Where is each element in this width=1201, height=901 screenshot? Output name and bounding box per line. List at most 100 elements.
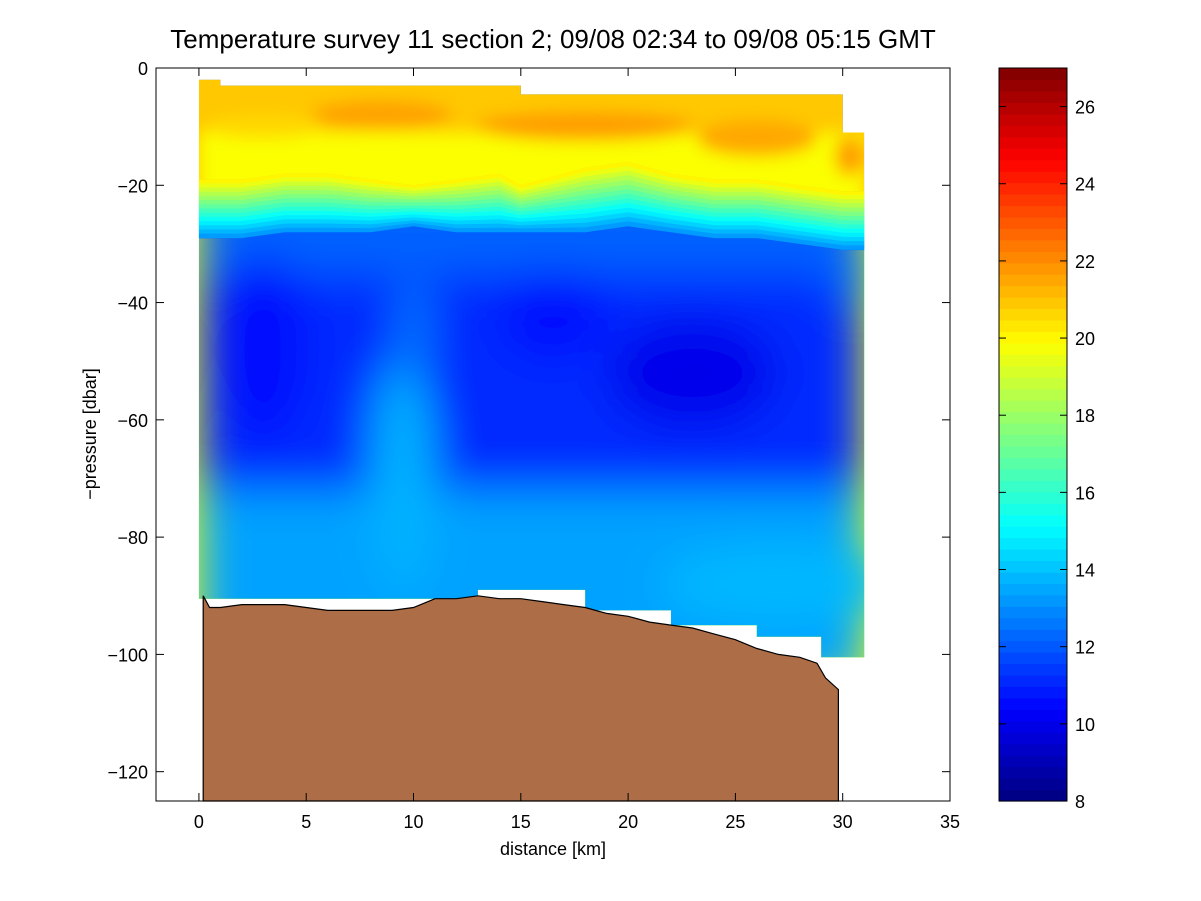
colorbar-step (999, 480, 1067, 493)
plot-frame (155, 67, 951, 802)
colorbar-step (999, 148, 1067, 161)
colorbar-step (999, 125, 1067, 138)
colorbar-step (999, 778, 1067, 791)
chart-title: Temperature survey 11 section 2; 09/08 0… (170, 24, 936, 54)
colorbar-step (999, 239, 1067, 252)
colorbar-step (999, 468, 1067, 481)
bathymetry-seafloor (202, 595, 839, 802)
colorbar-step (999, 297, 1067, 310)
colorbar-step (999, 686, 1067, 699)
x-axis-label: distance [km] (500, 839, 606, 859)
colorbar-step (999, 675, 1067, 688)
colorbar-step (999, 457, 1067, 470)
colorbar-tick-label: 14 (1075, 561, 1095, 581)
colorbar-step (999, 514, 1067, 527)
colorbar-step (999, 113, 1067, 126)
colorbar-step (999, 79, 1067, 92)
colorbar-step (999, 720, 1067, 733)
x-tick-label: 5 (301, 812, 311, 832)
colorbar: 8 10 12 14 16 18 20 22 24 26 (998, 67, 1095, 812)
y-tick-label: −60 (117, 411, 148, 431)
colorbar-tick-label: 8 (1075, 792, 1085, 812)
colorbar-step (999, 652, 1067, 665)
colorbar-tick-label: 24 (1075, 175, 1095, 195)
colorbar-step (999, 102, 1067, 115)
colorbar-step (999, 205, 1067, 218)
colorbar-step (999, 365, 1067, 378)
y-axis-label: −pressure [dbar] (80, 368, 100, 500)
colorbar-step (999, 193, 1067, 207)
colorbar-step (999, 274, 1067, 287)
colorbar-step (999, 434, 1067, 447)
x-tick-label: 10 (403, 812, 423, 832)
x-tick-label: 25 (725, 812, 745, 832)
colorbar-step (999, 503, 1067, 516)
colorbar-step (999, 697, 1067, 710)
x-tick-label: 15 (511, 812, 531, 832)
colorbar-step (999, 411, 1067, 424)
colorbar-step (999, 789, 1067, 802)
colorbar-step (999, 709, 1067, 722)
x-tick-label: 30 (833, 812, 853, 832)
colorbar-step (999, 182, 1067, 195)
y-tick-label: −100 (107, 645, 148, 665)
colorbar-tick-label: 20 (1075, 329, 1095, 349)
colorbar-step (999, 537, 1067, 550)
y-tick-label: −20 (117, 176, 148, 196)
colorbar-tick-label: 16 (1075, 483, 1095, 503)
colorbar-tick-label: 22 (1075, 252, 1095, 272)
colorbar-step (999, 732, 1067, 745)
colorbar-frame (998, 67, 1068, 802)
colorbar-step (999, 228, 1067, 241)
colorbar-step (999, 285, 1067, 298)
colorbar-step (999, 90, 1067, 103)
colorbar-step (999, 400, 1067, 413)
colorbar-step (999, 388, 1067, 401)
colorbar-step (999, 743, 1067, 756)
colorbar-step (999, 583, 1067, 596)
y-tick-label: 0 (138, 59, 148, 79)
colorbar-step (999, 755, 1067, 768)
y-tick-label: −40 (117, 294, 148, 314)
colorbar-step (999, 549, 1067, 562)
colorbar-tick-label: 26 (1075, 98, 1095, 118)
colorbar-step (999, 342, 1067, 355)
colorbar-step (999, 766, 1067, 779)
colorbar-step (999, 136, 1067, 149)
colorbar-step (999, 354, 1067, 367)
colorbar-step (999, 560, 1067, 573)
colorbar-step (999, 171, 1067, 184)
colorbar-step (999, 216, 1067, 229)
colorbar-step (999, 617, 1067, 630)
colorbar-step (999, 308, 1067, 321)
colorbar-tick-label: 10 (1075, 715, 1095, 735)
x-tick-label: 20 (618, 812, 638, 832)
colorbar-step (999, 629, 1067, 642)
colorbar-step (999, 159, 1067, 172)
colorbar-tick-label: 12 (1075, 638, 1095, 658)
colorbar-step (999, 68, 1067, 81)
colorbar-step (999, 491, 1067, 504)
colorbar-step (999, 571, 1067, 584)
y-axis: 0 −20 −40 −60 −80 −100 −120 (107, 59, 950, 783)
colorbar-step (999, 445, 1067, 459)
temperature-field (198, 79, 865, 658)
colorbar-step (999, 262, 1067, 275)
y-tick-label: −120 (107, 763, 148, 783)
x-axis: 0 5 10 15 20 25 30 35 (194, 68, 960, 832)
y-tick-label: −80 (117, 528, 148, 548)
colorbar-step (999, 423, 1067, 436)
colorbar-step (999, 331, 1067, 344)
colorbar-step (999, 606, 1067, 619)
colorbar-step (999, 319, 1067, 333)
colorbar-step (999, 377, 1067, 390)
colorbar-step (999, 640, 1067, 653)
x-tick-label: 0 (194, 812, 204, 832)
x-tick-label: 35 (940, 812, 960, 832)
colorbar-step (999, 663, 1067, 676)
colorbar-step (999, 251, 1067, 264)
colorbar-tick-label: 18 (1075, 406, 1095, 426)
colorbar-step (999, 526, 1067, 539)
colorbar-step (999, 594, 1067, 607)
